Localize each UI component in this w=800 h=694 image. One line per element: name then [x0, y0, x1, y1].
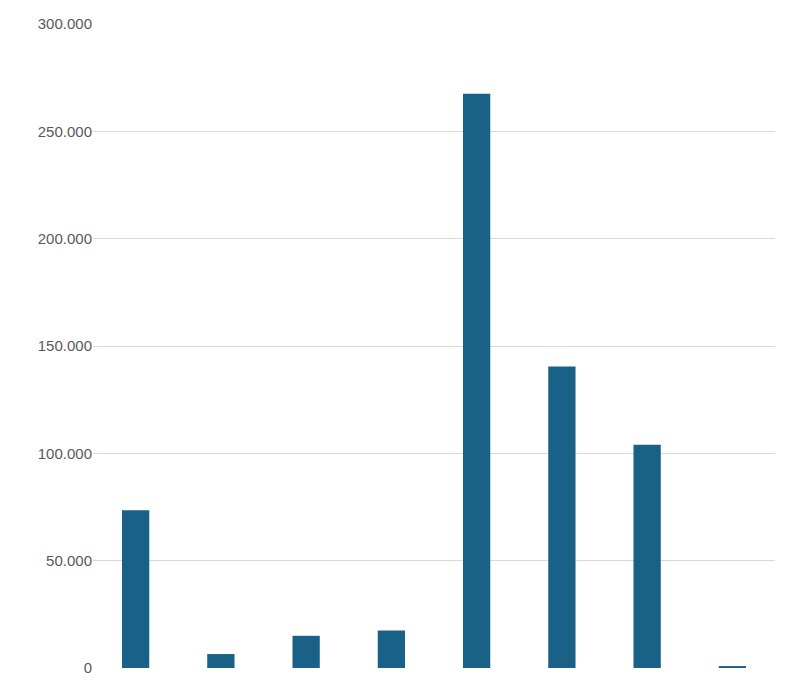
- svg-text:250.000: 250.000: [38, 123, 92, 140]
- svg-text:0: 0: [84, 659, 92, 676]
- svg-text:100.000: 100.000: [38, 445, 92, 462]
- svg-text:300.000: 300.000: [38, 15, 92, 32]
- svg-text:200.000: 200.000: [38, 230, 92, 247]
- svg-text:50.000: 50.000: [46, 552, 92, 569]
- svg-text:150.000: 150.000: [38, 337, 92, 354]
